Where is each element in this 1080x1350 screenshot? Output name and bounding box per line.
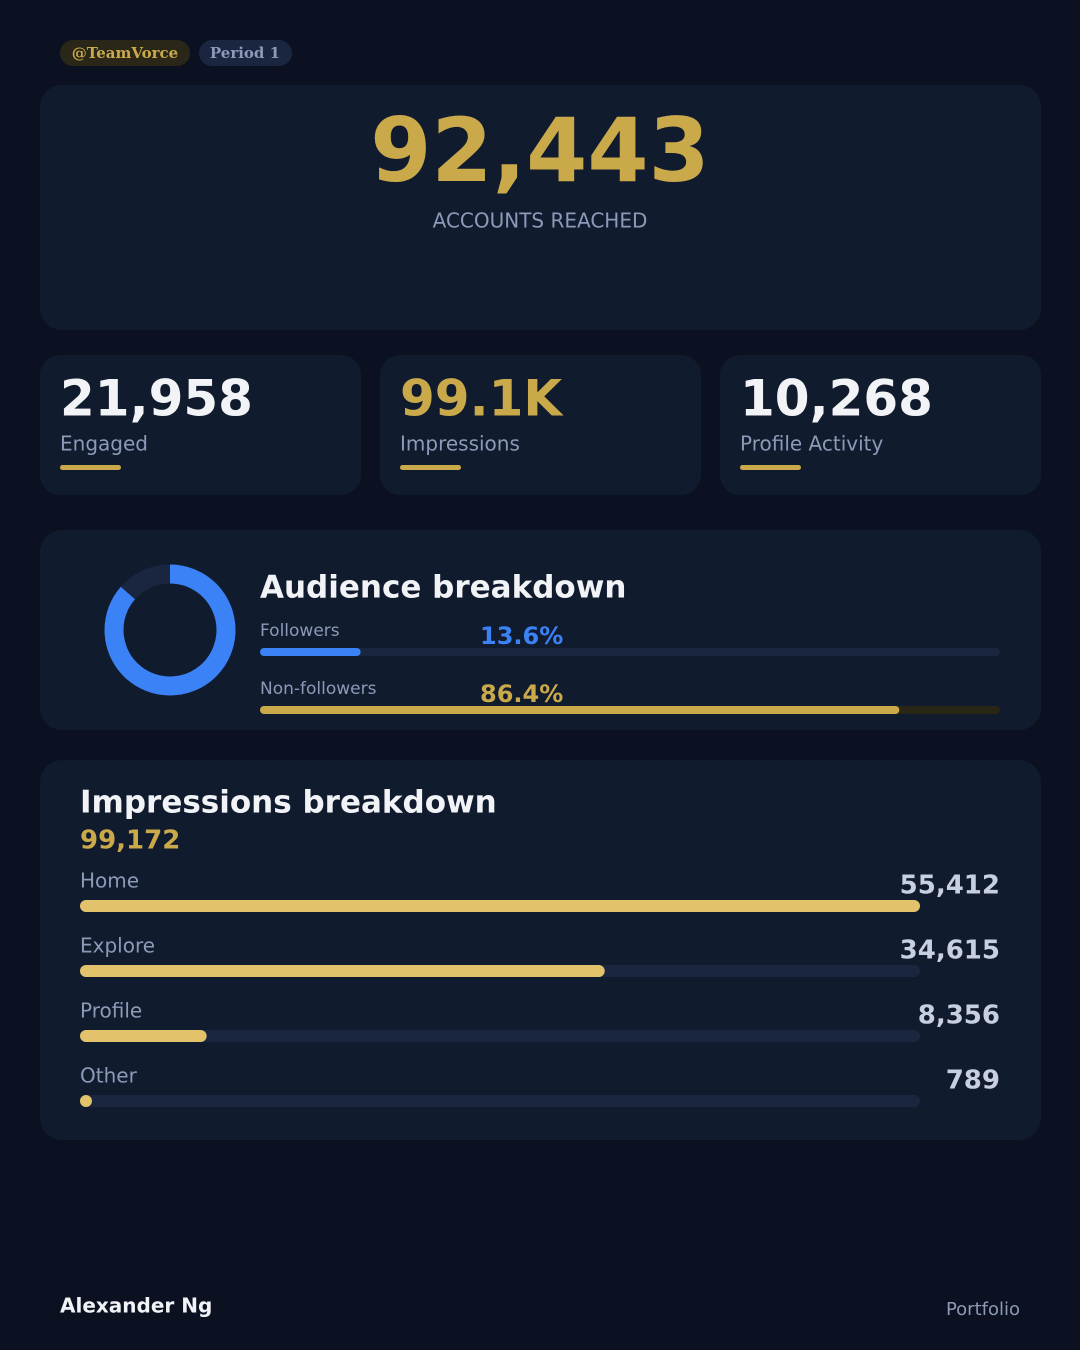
stat-label: Profile Activity [740,432,884,456]
source-track [80,1030,920,1042]
source-bar [80,1030,207,1042]
author: Alexander Ng [60,1294,212,1318]
stat-value: 10,268 [740,370,933,428]
segment-name: Non-followers [260,679,377,699]
segment-value: 13.6% [480,622,563,650]
source-name: Explore [80,934,155,958]
portfolio-link[interactable]: Portfolio [946,1299,1020,1320]
source-name: Other [80,1064,138,1088]
stat-value: 99.1K [400,370,564,428]
stat-value: 21,958 [60,370,253,428]
stat-label: Engaged [60,432,148,456]
source-value: 8,356 [918,1001,1000,1031]
source-value: 789 [946,1066,1000,1096]
period: Period 1 [210,44,280,62]
stat-label: Impressions [400,432,520,456]
source-name: Home [80,869,139,893]
source-bar [80,965,605,977]
audience-card [40,530,1041,730]
source-bar [80,1095,92,1107]
handle: @TeamVorce [72,44,178,62]
source-name: Profile [80,999,142,1023]
segment-value: 86.4% [480,680,563,708]
hero-value: 92,443 [370,99,710,202]
segment-track [260,648,1000,656]
stat-underline [400,465,461,470]
hero-card [40,85,1041,330]
stat-card [720,355,1041,495]
impressions-total: 99,172 [80,826,180,856]
stat-underline [60,465,121,470]
impressions-title: Impressions breakdown [80,785,497,821]
source-track [80,1095,920,1107]
source-bar [80,900,920,912]
segment-bar [260,648,361,656]
handle-pill [60,40,190,66]
donut-arc [104,564,236,696]
source-value: 55,412 [900,871,1000,901]
audience-title: Audience breakdown [260,570,626,606]
stat-card [380,355,701,495]
hero-label: ACCOUNTS REACHED [433,209,648,233]
segment-name: Followers [260,621,340,641]
source-value: 34,615 [900,936,1000,966]
impressions-card [40,760,1041,1140]
stat-underline [740,465,801,470]
stat-card [40,355,361,495]
period-pill [199,40,292,66]
segment-bar [260,706,900,714]
